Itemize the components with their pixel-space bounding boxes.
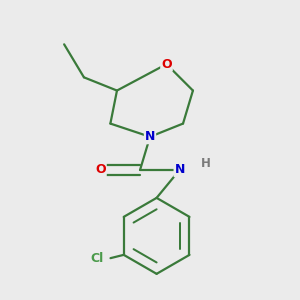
Text: H: H	[201, 157, 211, 170]
Text: Cl: Cl	[91, 252, 104, 265]
Text: O: O	[161, 58, 172, 70]
Text: O: O	[95, 163, 106, 176]
Text: N: N	[145, 130, 155, 143]
Text: N: N	[175, 163, 185, 176]
